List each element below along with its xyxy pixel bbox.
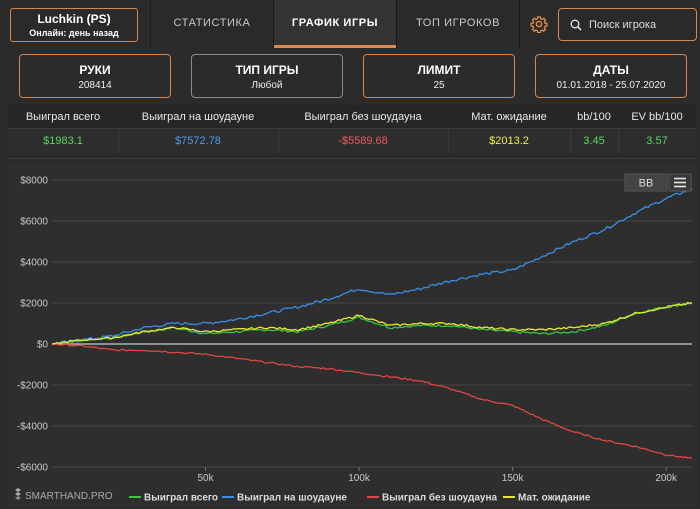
- winnings-chart: $8000 $6000 $4000 $2000 $0 -$2000 -$4000 -$6000…: [8, 164, 698, 507]
- nav-divider: [396, 0, 397, 48]
- x-tick-label: 50k: [197, 473, 214, 484]
- cell-divider: [118, 129, 119, 153]
- filter-title: ЛИМИТ: [417, 63, 461, 77]
- gear-icon[interactable]: [530, 15, 548, 33]
- filter-value: Любой: [251, 80, 283, 91]
- legend-label: Выиграл без шоудауна: [382, 492, 497, 504]
- legend-item[interactable]: Выиграл всего: [129, 493, 218, 504]
- player-status: Онлайн: день назад: [29, 28, 119, 38]
- legend-item[interactable]: Выиграл на шоудауне: [222, 493, 347, 504]
- stat-expected-value: $2013.2: [489, 135, 529, 147]
- stats-header-cell: EV bb/100: [631, 111, 683, 123]
- filter-title: ТИП ИГРЫ: [235, 63, 299, 77]
- legend-item[interactable]: Мат. ожидание: [503, 493, 591, 504]
- y-tick-label: $8000: [20, 176, 48, 187]
- dates-filter-button[interactable]: ДАТЫ 01.01.2018 - 25.07.2020: [535, 54, 687, 98]
- bb-toggle-label: BB: [639, 178, 654, 190]
- legend-item[interactable]: Выиграл без шоудауна: [367, 492, 497, 504]
- stat-ev-bb100: 3.57: [646, 135, 668, 147]
- cell-divider: [570, 129, 571, 153]
- x-tick-label: 200k: [655, 473, 678, 484]
- brand-text: SMARTHAND.PRO: [25, 491, 113, 502]
- chart-svg: $8000 $6000 $4000 $2000 $0 -$2000 -$4000 -$6000…: [15, 173, 693, 504]
- stat-total-won: $1983.1: [43, 135, 83, 147]
- player-search[interactable]: [558, 8, 697, 41]
- section-divider: [8, 158, 696, 159]
- limit-filter-button[interactable]: ЛИМИТ 25: [363, 54, 515, 98]
- y-tick-label: $4000: [20, 258, 48, 269]
- search-icon: [570, 19, 582, 31]
- tab-top-players[interactable]: ТОП ИГРОКОВ: [415, 17, 501, 29]
- cell-divider: [448, 129, 449, 153]
- legend-label: Выиграл на шоудауне: [237, 493, 347, 504]
- series-line: [51, 343, 693, 460]
- stat-won-non-showdown: -$5589.68: [338, 135, 388, 147]
- smarthand-logo: [15, 488, 21, 500]
- hamburger-menu-icon[interactable]: [668, 173, 692, 192]
- cell-divider: [278, 129, 279, 153]
- stats-header-cell: Выиграл без шоудауна: [304, 111, 422, 123]
- legend-label: Мат. ожидание: [518, 493, 591, 504]
- stat-won-showdown: $7572.78: [175, 135, 221, 147]
- player-card[interactable]: Luchkin (PS) Онлайн: день назад: [10, 8, 138, 42]
- x-tick-label: 150k: [502, 473, 525, 484]
- filter-value: 208414: [78, 80, 112, 91]
- series-line: [51, 302, 693, 345]
- filter-value: 01.01.2018 - 25.07.2020: [556, 80, 666, 91]
- filter-value: 25: [433, 80, 445, 91]
- y-tick-label: $6000: [20, 217, 48, 228]
- search-input[interactable]: [589, 16, 693, 34]
- y-tick-label: -$2000: [17, 381, 49, 392]
- stats-values-row: $1983.1 $7572.78 -$5589.68 $2013.2 3.45 …: [8, 129, 696, 153]
- bb-toggle-button[interactable]: BB: [624, 173, 668, 192]
- series-line: [51, 301, 693, 345]
- stats-table: Выиграл всего Выиграл на шоудауне Выигра…: [8, 105, 696, 153]
- y-tick-label: $0: [37, 340, 49, 351]
- top-nav: Luchkin (PS) Онлайн: день назад СТАТИСТИ…: [0, 0, 700, 48]
- tab-statistics[interactable]: СТАТИСТИКА: [173, 17, 251, 29]
- filter-title: ДАТЫ: [593, 63, 629, 77]
- nav-divider: [519, 0, 520, 48]
- y-tick-label: -$6000: [17, 463, 49, 474]
- cell-divider: [618, 129, 619, 153]
- filter-title: РУКИ: [79, 63, 111, 77]
- stats-header-row: Выиграл всего Выиграл на шоудауне Выигра…: [8, 105, 696, 129]
- legend-label: Выиграл всего: [144, 493, 218, 504]
- stats-header-cell: Выиграл всего: [25, 111, 101, 123]
- game-type-filter-button[interactable]: ТИП ИГРЫ Любой: [191, 54, 343, 98]
- y-tick-label: $2000: [20, 299, 48, 310]
- player-name: Luchkin (PS): [37, 12, 111, 26]
- nav-divider: [273, 0, 274, 48]
- x-tick-label: 100k: [348, 473, 371, 484]
- stats-header-cell: Выиграл на шоудауне: [141, 111, 255, 123]
- hands-filter-button[interactable]: РУКИ 208414: [19, 54, 171, 98]
- stats-header-cell: Мат. ожидание: [471, 111, 547, 123]
- stat-bb100: 3.45: [583, 135, 605, 147]
- y-tick-label: -$4000: [17, 422, 49, 433]
- stats-header-cell: bb/100: [577, 111, 611, 123]
- tab-game-chart[interactable]: ГРАФИК ИГРЫ: [274, 0, 396, 48]
- series-line: [51, 188, 693, 345]
- nav-divider: [150, 0, 151, 48]
